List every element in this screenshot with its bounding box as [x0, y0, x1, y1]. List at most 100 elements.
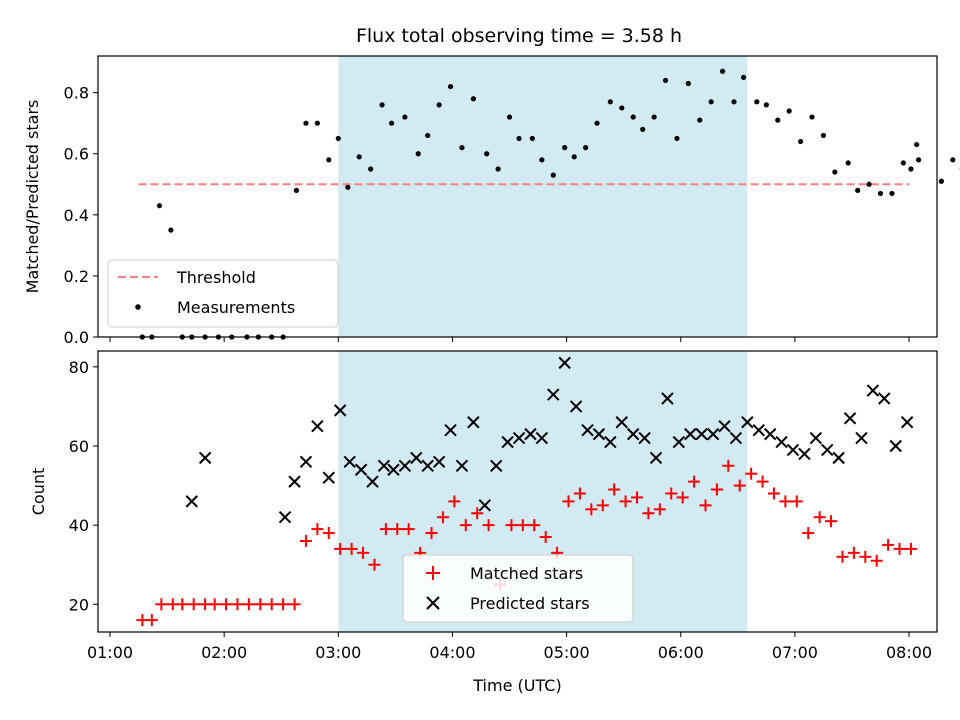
measurement-point	[168, 227, 174, 233]
predicted-star-marker	[695, 427, 708, 441]
matched-star-marker	[653, 503, 666, 516]
measurement-point	[156, 203, 163, 209]
measurement-point	[335, 135, 341, 142]
y-tick-label: 0.0	[64, 328, 89, 347]
matched-star-marker	[368, 558, 381, 571]
measurement-point	[550, 172, 556, 178]
predicted-star-marker	[684, 427, 697, 441]
matched-star-marker	[710, 483, 723, 496]
top-legend: Threshold Measurements	[107, 259, 339, 328]
matched-star-marker	[676, 491, 689, 504]
top-plot-panel: 0.00.20.40.60.8 Matched/Predicted stars …	[23, 55, 960, 347]
matched-legend-swatch	[426, 566, 440, 580]
matched-star-marker	[402, 523, 415, 536]
matched-star-marker	[699, 499, 712, 512]
measurement-point	[832, 169, 838, 175]
matched-star-marker	[176, 598, 189, 611]
matched-stars-markers	[136, 459, 917, 627]
matched-star-marker	[242, 598, 255, 611]
matched-star-marker	[642, 507, 655, 520]
predicted-star-marker	[512, 431, 526, 445]
measurement-point	[938, 178, 944, 184]
matched-star-marker	[448, 495, 461, 508]
matched-star-marker	[187, 598, 200, 611]
matched-star-marker	[904, 542, 917, 555]
measurement-point	[470, 96, 476, 102]
matched-legend-label: Matched stars	[470, 564, 583, 583]
predicted-star-marker	[729, 431, 743, 445]
measurement-point	[651, 114, 657, 120]
predicted-star-marker	[444, 423, 457, 437]
measurement-point	[877, 190, 884, 197]
matched-star-marker	[254, 598, 267, 611]
predicted-star-marker	[649, 451, 663, 465]
predicted-star-marker	[752, 423, 765, 437]
top-x-axis-ticks	[109, 337, 910, 342]
predicted-star-marker	[478, 499, 491, 512]
matched-star-marker	[459, 519, 472, 532]
matched-star-marker	[528, 519, 541, 532]
bottom-legend-box	[402, 554, 634, 623]
measurement-point	[775, 117, 781, 123]
predicted-star-marker	[741, 416, 754, 429]
measurement-point	[293, 187, 300, 193]
predicted-legend-swatch	[426, 596, 440, 610]
matched-star-marker	[471, 507, 484, 520]
measurement-point	[908, 166, 914, 172]
predicted-star-marker	[821, 443, 834, 457]
matched-star-marker	[208, 598, 221, 611]
matched-star-marker	[311, 523, 324, 536]
measurement-point	[619, 105, 625, 111]
measurement-point	[915, 157, 922, 163]
y-tick-label: 40	[69, 516, 89, 535]
predicted-star-marker	[626, 427, 640, 441]
y-tick-label: 20	[69, 595, 89, 614]
predicted-star-marker	[343, 455, 356, 469]
y-tick-label: 0.8	[64, 84, 89, 103]
measurement-point	[345, 184, 351, 190]
bottom-plot-frame	[97, 350, 938, 633]
measurement-point	[950, 157, 956, 163]
measurement-point	[571, 154, 577, 160]
measurement-point	[720, 68, 726, 74]
measurements-legend-label: Measurements	[177, 298, 295, 317]
predicted-legend-label: Predicted stars	[470, 594, 590, 613]
x-tick-label: 05:00	[544, 643, 590, 662]
predicted-star-marker	[718, 419, 731, 433]
predicted-star-marker	[706, 427, 720, 441]
matched-star-marker	[145, 614, 158, 627]
predicted-star-marker	[547, 388, 560, 401]
measurement-point	[798, 138, 804, 145]
measurement-point	[662, 77, 669, 84]
matched-star-marker	[334, 542, 347, 555]
matched-star-marker	[265, 598, 278, 611]
predicted-star-marker	[775, 435, 788, 449]
matched-star-marker	[379, 523, 392, 536]
matched-star-marker	[767, 487, 780, 500]
x-tick-label: 03:00	[315, 643, 361, 662]
predicted-star-marker	[672, 435, 686, 449]
measurement-point	[640, 126, 646, 132]
matched-star-marker	[813, 511, 826, 524]
measurement-point	[731, 99, 737, 105]
matched-star-marker	[516, 519, 529, 532]
matched-star-marker	[562, 495, 575, 508]
predicted-star-marker	[198, 451, 212, 465]
measurement-point	[436, 102, 442, 108]
matched-star-marker	[425, 527, 438, 540]
measurement-point	[855, 187, 861, 193]
matched-star-marker	[893, 542, 906, 555]
matched-star-marker	[288, 598, 301, 611]
matched-star-marker	[539, 531, 552, 544]
x-tick-label: 01:00	[87, 643, 133, 662]
matched-star-marker	[322, 527, 335, 540]
predicted-star-marker	[569, 400, 583, 413]
y-tick-label: 0.6	[64, 145, 89, 164]
predicted-star-marker	[377, 459, 391, 472]
predicted-star-marker	[535, 431, 549, 445]
measurement-point	[326, 157, 332, 163]
predicted-star-marker	[855, 431, 868, 445]
x-tick-label: 02:00	[201, 643, 247, 662]
matched-star-marker	[391, 523, 404, 536]
